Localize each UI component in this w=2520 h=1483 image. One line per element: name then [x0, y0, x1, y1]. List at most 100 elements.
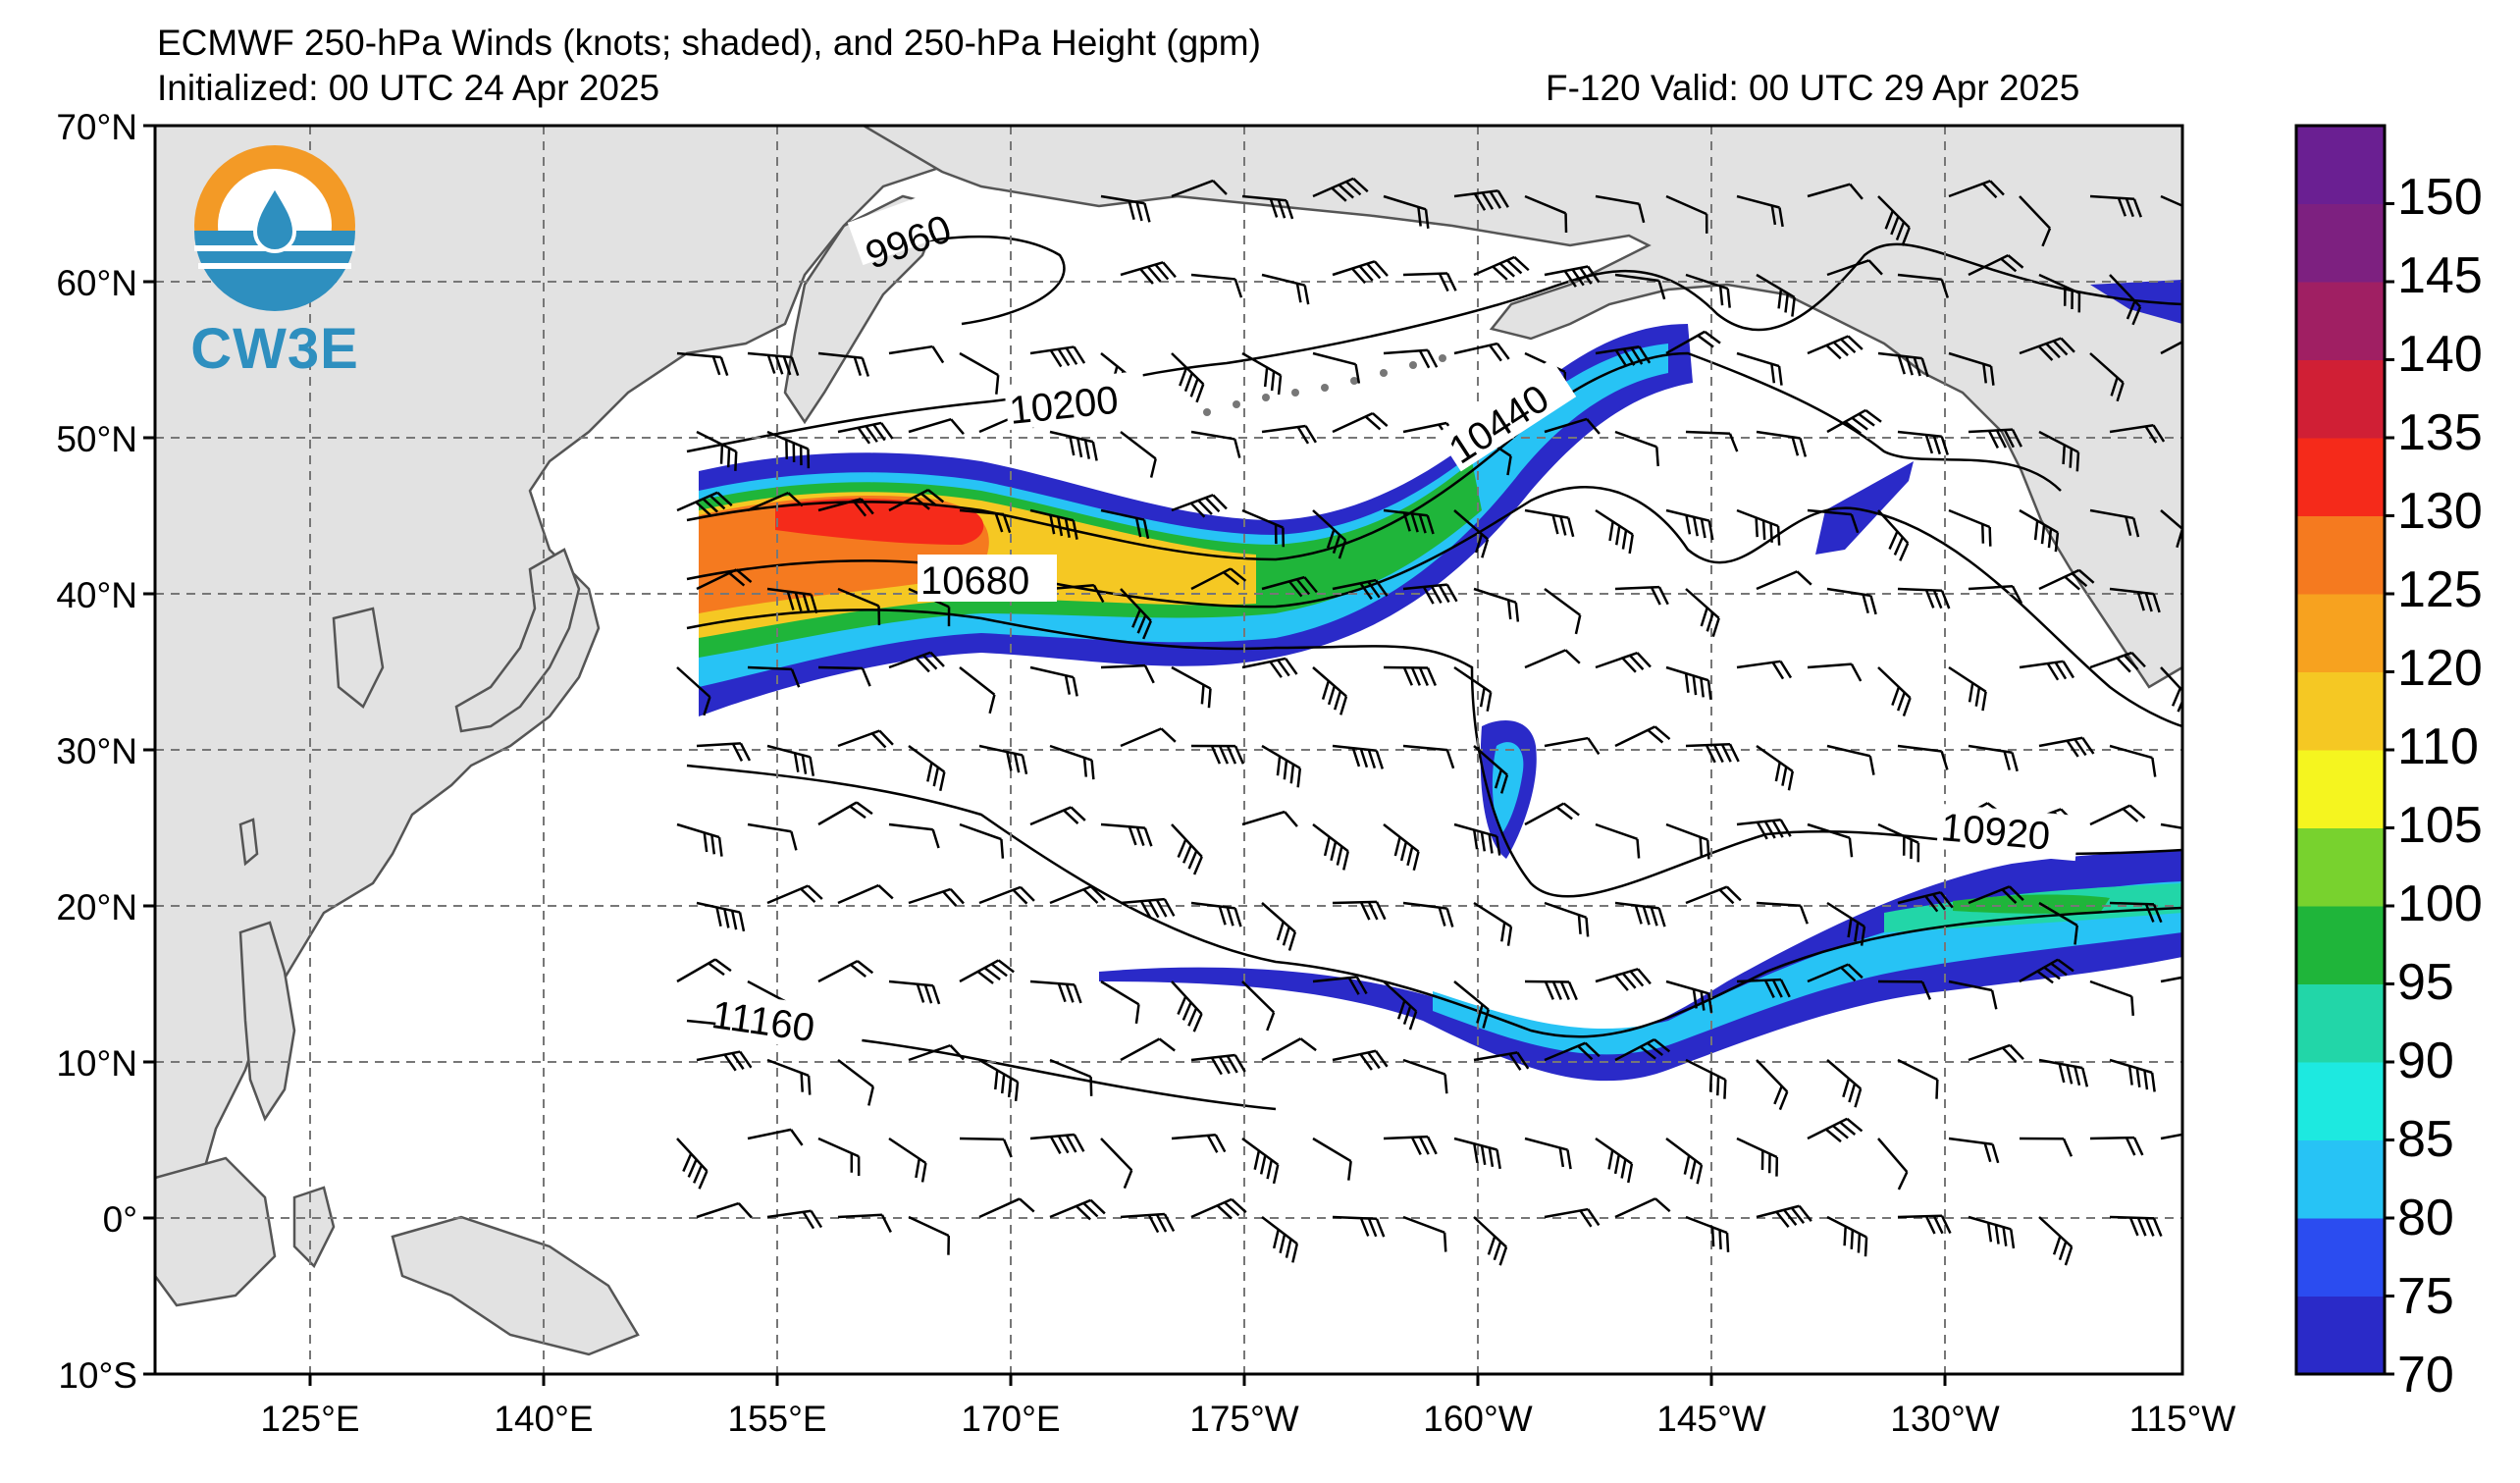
- wind-barb: [1807, 822, 1854, 858]
- colorbar-tick: 95: [2397, 954, 2454, 1011]
- kamchatka-land: [783, 194, 944, 425]
- wind-barb: [1614, 725, 1671, 748]
- wind-barb: [1897, 1058, 1939, 1099]
- wind-barb: [2109, 901, 2163, 924]
- wind-barb: [1029, 345, 1086, 368]
- wind-barb: [837, 587, 881, 626]
- wind-barb: [1120, 588, 1152, 640]
- wind-barb: [1383, 823, 1420, 872]
- wind-barb: [978, 744, 1028, 775]
- wind-barb: [1312, 351, 1361, 384]
- wind-barb: [676, 351, 729, 377]
- wind-barb: [1948, 1137, 2000, 1164]
- wind-barb: [2019, 660, 2075, 681]
- wind-barb: [1897, 430, 1949, 455]
- lat-label: 10°N: [56, 1043, 137, 1084]
- wind-barb: [676, 822, 723, 857]
- colorbar-swatch: [2296, 282, 2385, 360]
- colorbar: [2294, 124, 2394, 1376]
- wind-barb: [1756, 570, 1812, 591]
- wind-barb: [1049, 430, 1098, 461]
- colorbar-tick: 85: [2397, 1111, 2454, 1168]
- wind-barb: [1241, 351, 1283, 396]
- colorbar-tick: 75: [2397, 1268, 2454, 1325]
- wind-barb: [959, 508, 1012, 534]
- lat-ticks: [143, 124, 155, 1376]
- wind-barb: [2109, 274, 2142, 326]
- wind-barb: [1171, 352, 1205, 403]
- wind-barb: [1312, 666, 1348, 715]
- wind-barb: [1190, 1053, 1246, 1076]
- wind-barb: [1241, 980, 1276, 1032]
- wind-barb: [837, 1213, 892, 1233]
- colorbar-tick: 90: [2397, 1033, 2454, 1089]
- lat-label: 20°N: [56, 887, 137, 927]
- wind-barb: [2160, 972, 2182, 994]
- wind-barb: [1312, 177, 1369, 202]
- wind-barb: [2038, 430, 2080, 472]
- wind-barb: [1261, 424, 1317, 445]
- wind-barb: [1261, 902, 1297, 951]
- wind-barb: [1544, 265, 1601, 288]
- wind-barb: [1383, 1135, 1438, 1156]
- wind-barb: [1049, 583, 1105, 604]
- wind-barb: [1685, 273, 1731, 308]
- wind-barb: [1807, 508, 1860, 534]
- wind-barb: [2109, 424, 2166, 444]
- wind-barb: [1241, 194, 1294, 220]
- wind-barb: [1100, 1138, 1133, 1190]
- wind-barb: [676, 491, 733, 516]
- wind-barb: [1312, 1137, 1352, 1181]
- colorbar-tick: 145: [2397, 247, 2483, 304]
- wind-barb: [1453, 980, 1490, 1029]
- wind-barb: [978, 1058, 1020, 1102]
- wind-barb: [817, 959, 874, 983]
- wind-barb: [1473, 587, 1520, 622]
- colorbar-swatch: [2296, 203, 2385, 283]
- wind-barb: [1029, 980, 1082, 1004]
- lon-ticks: [308, 1374, 1947, 1386]
- wind-barb: [696, 901, 746, 932]
- colorbar-swatch: [2296, 906, 2385, 984]
- wind-barb: [888, 489, 945, 512]
- lon-label: 130°W: [1890, 1399, 2000, 1439]
- wind-barb: [766, 1209, 823, 1230]
- wind-barb: [1473, 901, 1513, 946]
- wind-barb: [1190, 1197, 1247, 1220]
- lon-label: 115°W: [2129, 1399, 2236, 1439]
- wind-barb: [1544, 587, 1582, 635]
- wind-barb: [1614, 1038, 1671, 1062]
- wind-barb: [1665, 194, 1708, 234]
- wind-barb: [1453, 1137, 1501, 1170]
- wind-barb: [1665, 980, 1713, 1013]
- wind-barb: [1332, 1049, 1389, 1071]
- wind-barb: [2089, 508, 2140, 538]
- lat-label: 70°N: [56, 107, 137, 147]
- wind-barb: [1383, 348, 1439, 369]
- wind-barb: [766, 884, 823, 905]
- wind-barb: [1756, 1059, 1789, 1111]
- wind-barb: [1029, 665, 1078, 697]
- wind-barb: [2038, 1216, 2074, 1266]
- wind-barb: [908, 1215, 951, 1255]
- wind-barb: [1473, 1216, 1508, 1266]
- colorbar-swatch: [2296, 1139, 2385, 1219]
- wind-barb: [696, 1050, 753, 1072]
- wind-barb: [1241, 657, 1298, 678]
- wind-barb: [1473, 745, 1509, 794]
- lat-label: 40°N: [56, 575, 137, 615]
- wind-barb: [908, 887, 965, 907]
- wind-barb: [1241, 810, 1298, 827]
- wind-barb: [1261, 575, 1318, 598]
- wind-barb: [1190, 567, 1247, 591]
- wind-barb: [1171, 823, 1203, 875]
- lon-label: 145°W: [1656, 1399, 1766, 1439]
- wind-barb: [1756, 1204, 1812, 1228]
- wind-barb: [1968, 744, 2019, 772]
- wind-barb: [837, 421, 894, 445]
- wind-barb: [2109, 587, 2161, 613]
- wind-barb: [747, 492, 804, 512]
- wind-barb: [908, 418, 965, 436]
- wind-barb: [1544, 736, 1601, 756]
- jet-max-pnw: [1815, 461, 1914, 555]
